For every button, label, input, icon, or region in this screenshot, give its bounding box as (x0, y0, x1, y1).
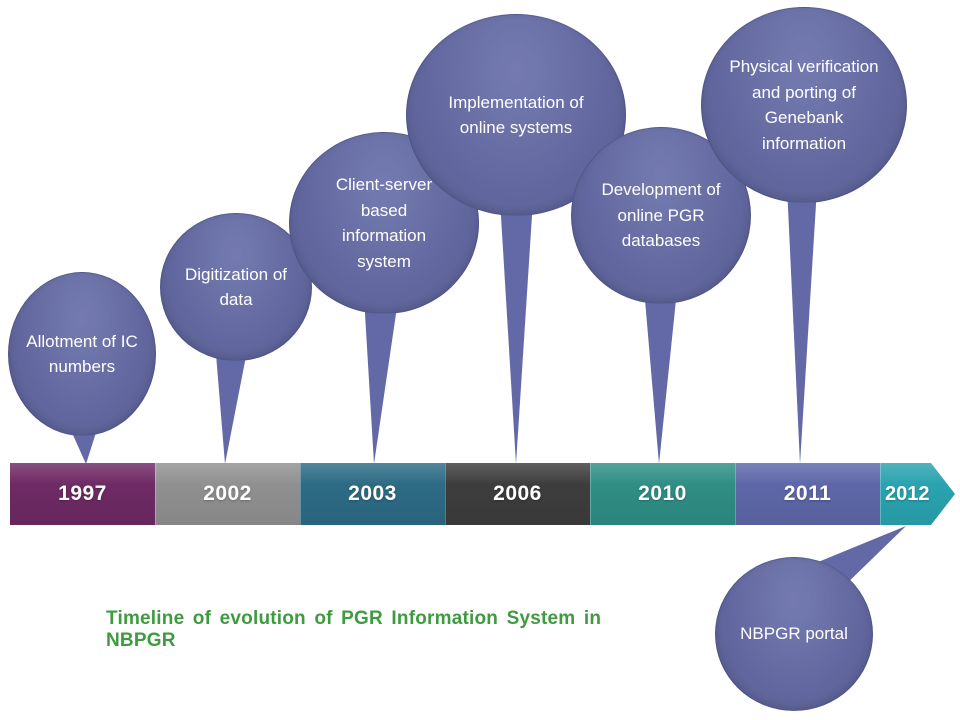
year-label-1997: 1997 (58, 482, 107, 505)
callout-2006-label: Implementation of online systems (448, 92, 584, 138)
year-label-2011: 2011 (783, 482, 832, 505)
callout-2011-label: Physical verification and porting of Gen… (729, 57, 879, 153)
timeline-segment-1997: 1997 (10, 463, 155, 525)
timeline-segment-2010: 2010 (590, 463, 735, 525)
callout-1997-allotment: Allotment of IC numbers (8, 272, 156, 436)
callout-2012-nbpgr-portal: NBPGR portal (715, 557, 873, 711)
timeline-segment-2002: 2002 (155, 463, 300, 525)
year-label-2010: 2010 (638, 482, 687, 505)
year-label-2012: 2012 (885, 482, 930, 505)
timeline-segment-2006: 2006 (445, 463, 590, 525)
year-label-2006: 2006 (493, 482, 542, 505)
callout-1997-label: Allotment of IC numbers (26, 331, 138, 377)
callout-2011-genebank: Physical verification and porting of Gen… (701, 7, 907, 203)
timeline-segment-2003: 2003 (300, 463, 445, 525)
year-label-2002: 2002 (203, 482, 252, 505)
callout-2012-label: NBPGR portal (740, 624, 848, 644)
callout-tail-2011 (787, 186, 817, 464)
callout-2003-client-server: Client-server based information system (289, 132, 479, 314)
timeline-segment-2011: 2011 (735, 463, 880, 525)
callout-2006-online-systems: Implementation of online systems (406, 14, 626, 216)
caption: Timeline of evolution of PGR Information… (106, 608, 602, 651)
callout-tail-2003 (364, 297, 398, 464)
timeline-arrow-2012: 2012 (880, 463, 955, 525)
callout-2010-label: Development of online PGR databases (601, 180, 721, 251)
callout-2002-label: Digitization of data (184, 264, 288, 310)
timeline-bar: 1997 2002 2003 2006 2010 2011 2012 (10, 463, 955, 525)
callout-tail-2006 (500, 200, 533, 464)
callout-2002-digitization: Digitization of data (160, 213, 312, 361)
callout-tail-2010 (644, 288, 677, 464)
year-label-2003: 2003 (348, 482, 397, 505)
callout-2003-label: Client-server based information system (335, 175, 433, 271)
